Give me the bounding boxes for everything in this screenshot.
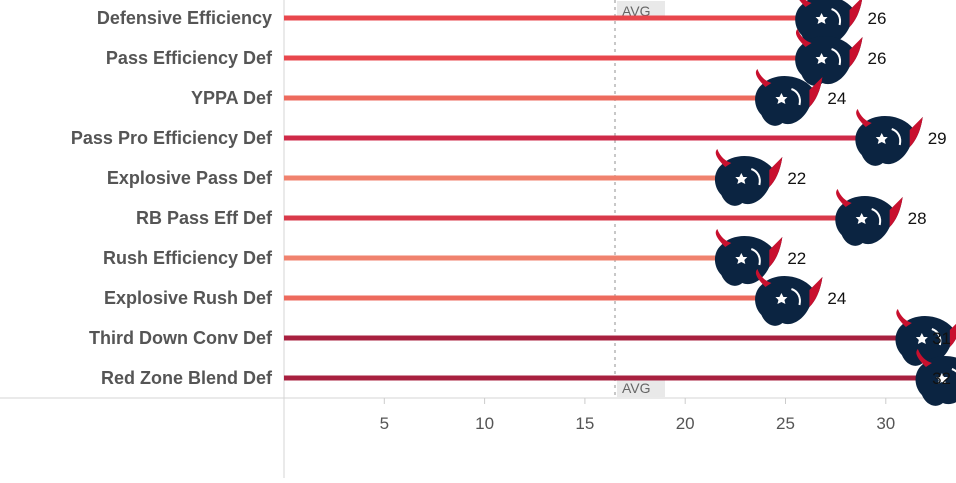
category-label: Pass Efficiency Def [106, 48, 273, 68]
team-logo-icon [754, 268, 824, 327]
category-label: Pass Pro Efficiency Def [71, 128, 273, 148]
value-label: 22 [787, 169, 806, 188]
value-label: 29 [928, 129, 947, 148]
value-label: 32 [932, 369, 951, 388]
bar [284, 15, 806, 21]
value-label: 24 [827, 289, 846, 308]
value-label: 28 [908, 209, 927, 228]
bar [284, 135, 866, 141]
bar [284, 55, 806, 61]
bar [284, 175, 726, 181]
category-label: YPPA Def [191, 88, 273, 108]
avg-label-bottom-background [616, 378, 665, 397]
x-tick-label: 25 [776, 414, 795, 433]
value-label: 26 [868, 49, 887, 68]
team-logo-icon [713, 148, 784, 207]
category-label: Explosive Pass Def [107, 168, 273, 188]
x-tick-label: 20 [676, 414, 695, 433]
value-label: 24 [827, 89, 846, 108]
team-logo-icon [854, 108, 924, 167]
team-logo-icon [834, 188, 904, 247]
category-label: Red Zone Blend Def [101, 368, 273, 388]
avg-label-bottom: AVG [622, 380, 651, 396]
category-label: Defensive Efficiency [97, 8, 272, 28]
x-tick-label: 15 [575, 414, 594, 433]
x-tick-label: 30 [876, 414, 895, 433]
bar [284, 335, 906, 341]
bar [284, 215, 846, 221]
x-tick-label: 10 [475, 414, 494, 433]
category-label: Rush Efficiency Def [103, 248, 273, 268]
category-label: Third Down Conv Def [89, 328, 273, 348]
category-label: Explosive Rush Def [104, 288, 273, 308]
bar [284, 95, 766, 101]
x-tick-label: 5 [380, 414, 389, 433]
bar [284, 375, 926, 381]
team-logo-icon [713, 228, 784, 287]
bar [284, 255, 726, 261]
value-label: 26 [868, 9, 887, 28]
value-label: 22 [787, 249, 806, 268]
value-label: 31 [932, 329, 951, 348]
category-label: RB Pass Eff Def [136, 208, 273, 228]
bar [284, 295, 766, 301]
avg-label-top-background [616, 1, 665, 20]
avg-label-top: AVG [622, 3, 651, 19]
